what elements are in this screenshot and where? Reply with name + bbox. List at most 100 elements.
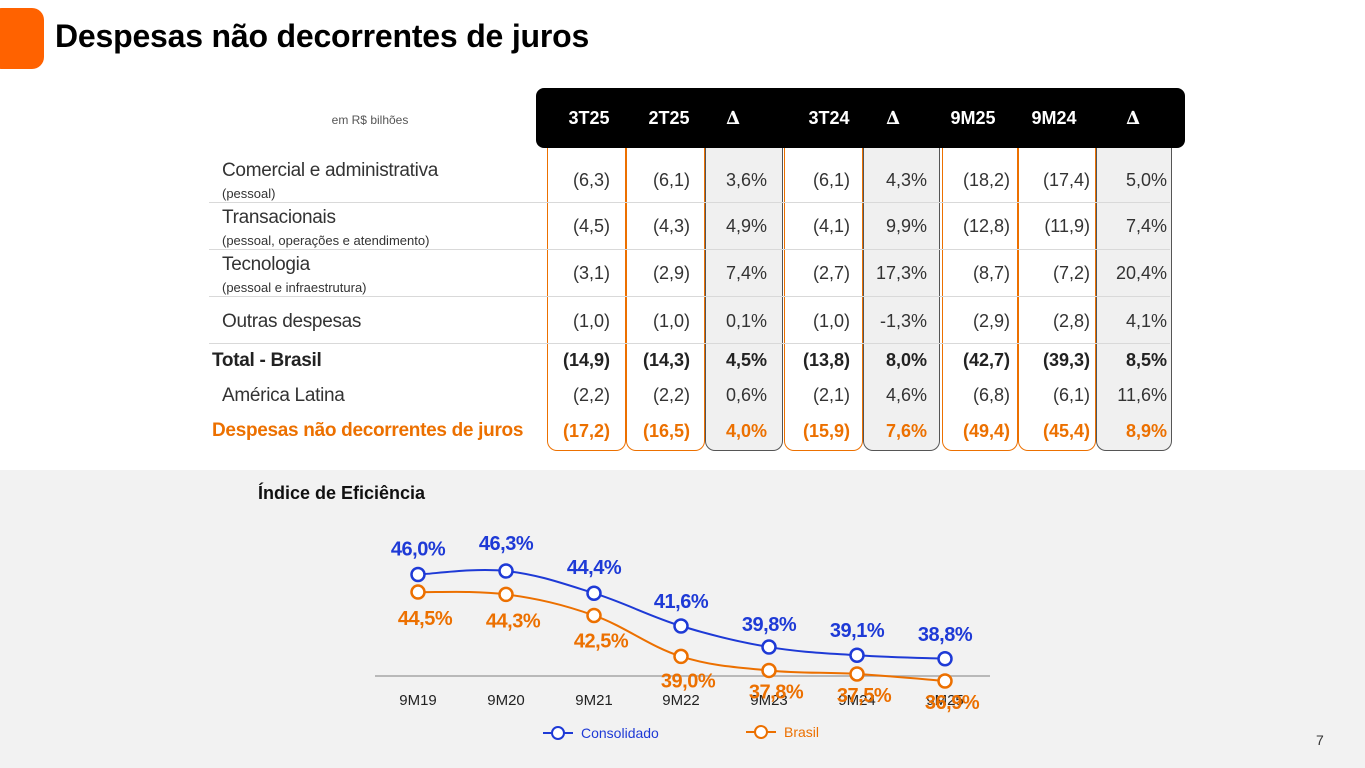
- table-cell-9m25: (42,7): [962, 350, 1010, 370]
- table-cell-delta-1: 0,6%: [725, 385, 767, 405]
- column-header-delta-3: ∆: [1126, 108, 1140, 129]
- table-cell-delta-3: 5,0%: [1125, 170, 1167, 190]
- data-label-consolidado: 46,0%: [391, 539, 446, 561]
- table-cell-3t24: (15,9): [802, 421, 850, 441]
- data-point-consolidado: [410, 566, 426, 583]
- column-frame-delta-1: [705, 148, 783, 451]
- table-cell-delta-3: 8,9%: [1125, 421, 1167, 441]
- table-cell-delta-1: 4,5%: [725, 350, 767, 370]
- page-title: Despesas não decorrentes de juros: [55, 18, 590, 54]
- row-label: América Latina: [222, 385, 345, 406]
- table-cell-9m25: (8,7): [972, 263, 1010, 283]
- data-point-brasil: [410, 584, 426, 600]
- table-cell-delta-3: 7,4%: [1125, 216, 1167, 236]
- table-cell-3t25: (14,9): [562, 350, 610, 370]
- table-cell-3t24: (6,1): [812, 170, 850, 190]
- data-label-brasil: 36,9%: [925, 692, 980, 714]
- table-cell-delta-3: 20,4%: [1115, 263, 1167, 283]
- table-cell-9m24: (11,9): [1044, 216, 1090, 236]
- data-point-brasil: [849, 666, 865, 682]
- table-cell-9m25: (2,9): [972, 311, 1010, 331]
- table-cell-2t25: (14,3): [642, 350, 690, 370]
- table-cell-3t25: (2,2): [572, 385, 610, 405]
- x-tick-label: 9M25: [926, 692, 964, 709]
- table-cell-delta-1: 7,4%: [725, 263, 767, 283]
- table-cell-9m25: (18,2): [962, 170, 1010, 190]
- data-label-brasil: 44,5%: [398, 608, 453, 630]
- table-cell-delta-2: 9,9%: [885, 216, 927, 236]
- data-label-brasil: 37,5%: [837, 685, 892, 707]
- table-cell-3t24: (2,7): [812, 263, 850, 283]
- data-label-consolidado: 39,1%: [830, 620, 885, 642]
- legend-label-brasil: Brasil: [784, 724, 819, 740]
- data-label-consolidado: 39,8%: [742, 614, 797, 636]
- table-cell-3t24: (4,1): [812, 216, 850, 236]
- table-cell-3t24: (13,8): [802, 350, 850, 370]
- table-cell-delta-2: 4,3%: [885, 170, 927, 190]
- x-tick-label: 9M21: [575, 692, 613, 709]
- unit-label: em R$ bilhões: [331, 113, 409, 127]
- data-point-brasil: [498, 586, 514, 603]
- row-sublabel: (pessoal): [222, 186, 276, 201]
- row-divider: [209, 296, 1170, 297]
- table-cell-2t25: (2,2): [652, 385, 690, 405]
- column-frame-9m25: [942, 148, 1018, 451]
- table-cell-9m25: (49,4): [962, 421, 1010, 441]
- data-point-consolidado: [849, 647, 865, 663]
- table-cell-delta-2: -1,3%: [879, 311, 927, 331]
- column-frame-3t24: [784, 148, 863, 451]
- row-divider: [209, 249, 1170, 250]
- table-cell-3t25: (6,3): [572, 170, 610, 190]
- table-cell-delta-2: 4,6%: [885, 385, 927, 405]
- column-header-delta-1: ∆: [726, 108, 740, 129]
- column-header-9m24: 9M24: [1031, 108, 1077, 128]
- row-sublabel: (pessoal e infraestrutura): [222, 280, 367, 295]
- table-cell-9m24: (39,3): [1042, 350, 1090, 370]
- table-cell-delta-1: 4,9%: [725, 216, 767, 236]
- table-cell-delta-1: 4,0%: [725, 421, 767, 441]
- x-tick-label: 9M23: [750, 692, 788, 709]
- row-label: Tecnologia: [222, 254, 310, 275]
- table-cell-2t25: (2,9): [652, 263, 690, 283]
- table-cell-delta-2: 17,3%: [875, 263, 927, 283]
- data-label-consolidado: 38,8%: [918, 624, 973, 646]
- legend-label-consolidado: Consolidado: [581, 725, 659, 741]
- column-frame-3t25: [547, 148, 626, 451]
- table-cell-3t25: (1,0): [572, 311, 610, 331]
- table-cell-delta-3: 8,5%: [1125, 350, 1167, 370]
- data-label-consolidado: 46,3%: [479, 533, 534, 555]
- table-cell-delta-3: 11,6%: [1117, 385, 1167, 405]
- data-point-brasil: [673, 648, 689, 665]
- data-label-brasil: 37,8%: [749, 681, 804, 703]
- chart-title: Índice de Eficiência: [258, 483, 426, 503]
- table-cell-9m25: (6,8): [972, 385, 1010, 405]
- efficiency-line-chart: 9M19 9M20 9M21 9M22 9M23 9M24 9M25 46,0% 46,3% 44…: [375, 533, 990, 741]
- data-point-consolidado: [498, 563, 514, 579]
- x-tick-label: 9M19: [399, 692, 437, 709]
- row-label: Comercial e administrativa: [222, 160, 439, 181]
- x-tick-label: 9M20: [487, 692, 525, 709]
- table-cell-3t25: (4,5): [572, 216, 610, 236]
- table-cell-9m24: (2,8): [1052, 311, 1090, 331]
- table-cell-delta-2: 8,0%: [885, 350, 927, 370]
- column-frame-2t25: [626, 148, 705, 451]
- data-point-consolidado: [673, 618, 689, 634]
- column-header-3t25: 3T25: [568, 108, 610, 128]
- row-sublabel: (pessoal, operações e atendimento): [222, 233, 430, 248]
- table-cell-9m24: (45,4): [1042, 421, 1090, 441]
- table-cell-2t25: (6,1): [652, 170, 690, 190]
- table-cell-delta-2: 7,6%: [885, 421, 927, 441]
- table-cell-9m24: (17,4): [1042, 170, 1090, 190]
- data-point-brasil: [586, 607, 602, 624]
- legend-marker-brasil: [754, 725, 768, 739]
- data-point-consolidado: [586, 585, 602, 601]
- data-label-consolidado: 44,4%: [567, 557, 622, 579]
- x-tick-label: 9M24: [838, 692, 876, 709]
- column-header-3t24: 3T24: [808, 108, 850, 128]
- column-header-9m25: 9M25: [950, 108, 996, 128]
- row-divider: [209, 343, 1170, 344]
- data-point-brasil: [761, 662, 777, 679]
- row-label: Despesas não decorrentes de juros: [212, 420, 524, 441]
- row-label: Total - Brasil: [212, 350, 322, 371]
- table-cell-3t25: (3,1): [572, 263, 610, 283]
